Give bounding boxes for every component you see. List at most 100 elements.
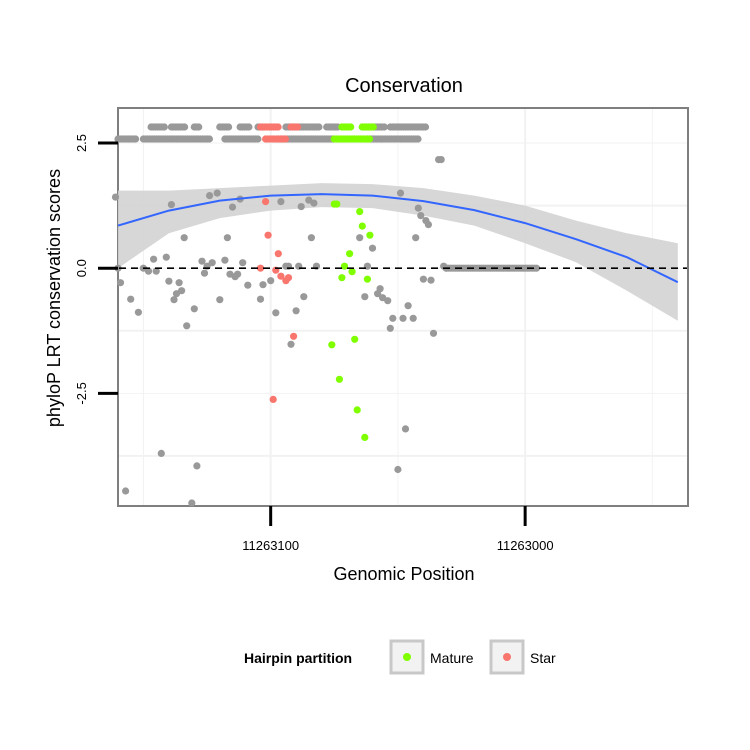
point-other — [200, 269, 209, 277]
point-other — [356, 234, 364, 242]
axis-layer: 2.5 0.0 -2.5 11263100 11263000 — [74, 134, 554, 553]
point-mature — [338, 274, 346, 282]
point-star — [264, 231, 272, 239]
point-mature — [328, 341, 336, 349]
track-dot-mature — [365, 135, 374, 143]
point-other — [188, 499, 196, 507]
point-other — [401, 425, 410, 433]
point-other — [190, 305, 198, 313]
track-dot-star — [294, 123, 302, 131]
point-other — [111, 193, 120, 201]
track-dot-other — [414, 135, 422, 143]
point-other — [292, 307, 300, 315]
point-other — [144, 267, 153, 275]
point-mature — [366, 231, 374, 239]
track-dot-other — [132, 135, 140, 143]
point-other — [162, 253, 170, 261]
x-tick-label: 11263000 — [497, 538, 554, 553]
point-star — [262, 198, 270, 206]
point-other — [412, 234, 420, 242]
confidence-band-layer — [118, 183, 678, 321]
y-axis-label: phyloP LRT conservation scores — [44, 169, 64, 427]
point-other — [244, 281, 252, 289]
point-other — [389, 314, 397, 322]
point-other — [198, 257, 206, 265]
y-tick-label: 2.5 — [74, 134, 89, 152]
point-other — [417, 212, 425, 220]
point-other — [127, 295, 135, 303]
track-dot-other — [245, 123, 253, 131]
point-other — [228, 203, 237, 211]
point-other — [221, 256, 229, 264]
legend-title: Hairpin partition — [244, 650, 352, 666]
point-other — [310, 199, 318, 207]
track-dot-other — [225, 123, 233, 131]
flat-track-dot — [532, 264, 541, 272]
track-dot-other — [205, 135, 213, 143]
point-other — [234, 270, 242, 278]
point-star — [277, 272, 285, 280]
legend-key-star-dot — [503, 653, 511, 661]
track-dot-other — [380, 123, 388, 131]
point-mature — [333, 200, 341, 208]
point-other — [122, 487, 130, 495]
point-other — [409, 314, 417, 322]
point-other — [193, 462, 201, 470]
track-dot-other — [195, 123, 203, 131]
point-other — [134, 308, 142, 316]
track-dot-other — [315, 123, 323, 131]
track-dot-star — [281, 135, 289, 143]
point-other — [376, 285, 384, 293]
point-star — [256, 264, 265, 272]
track-dot-mature — [347, 123, 355, 131]
point-other — [307, 234, 315, 242]
x-axis-label: Genomic Position — [333, 564, 474, 584]
point-other — [256, 295, 265, 303]
point-other — [170, 296, 178, 304]
point-other — [368, 244, 377, 252]
point-other — [361, 293, 369, 301]
point-other — [429, 329, 438, 337]
track-dot-other — [421, 123, 430, 131]
track-dot-mature — [369, 123, 377, 131]
point-other — [213, 189, 221, 197]
point-other — [178, 287, 186, 295]
point-mature — [346, 250, 354, 258]
legend-key-mature-dot — [403, 653, 411, 661]
point-other — [437, 156, 445, 164]
point-other — [419, 275, 427, 283]
point-other — [216, 296, 224, 304]
point-other — [157, 449, 165, 457]
point-mature — [340, 262, 349, 270]
point-other — [396, 189, 405, 197]
track-dot-star — [274, 123, 282, 131]
legend-label-star: Star — [530, 650, 556, 666]
point-other — [414, 204, 422, 212]
chart-title: Conservation — [345, 75, 463, 97]
point-other — [386, 324, 394, 332]
point-mature — [351, 335, 359, 343]
point-other — [175, 279, 183, 287]
point-mature — [353, 406, 361, 414]
point-other — [180, 234, 188, 242]
x-tick-label: 11263100 — [242, 538, 299, 553]
y-tick-label: 0.0 — [74, 259, 89, 277]
point-other — [272, 309, 280, 317]
point-other — [427, 276, 435, 284]
point-other — [404, 302, 412, 310]
point-mature — [363, 275, 371, 283]
point-other — [287, 340, 295, 348]
point-other — [223, 234, 231, 242]
plot-panel — [117, 107, 689, 507]
point-mature — [361, 433, 369, 441]
point-mature — [348, 268, 356, 276]
legend-key-mature-box — [389, 639, 425, 675]
point-other — [384, 297, 392, 305]
point-star — [269, 395, 277, 403]
point-other — [277, 198, 285, 206]
point-other — [152, 267, 160, 275]
point-other — [394, 465, 402, 474]
legend: Hairpin partition Mature Star — [244, 639, 556, 675]
